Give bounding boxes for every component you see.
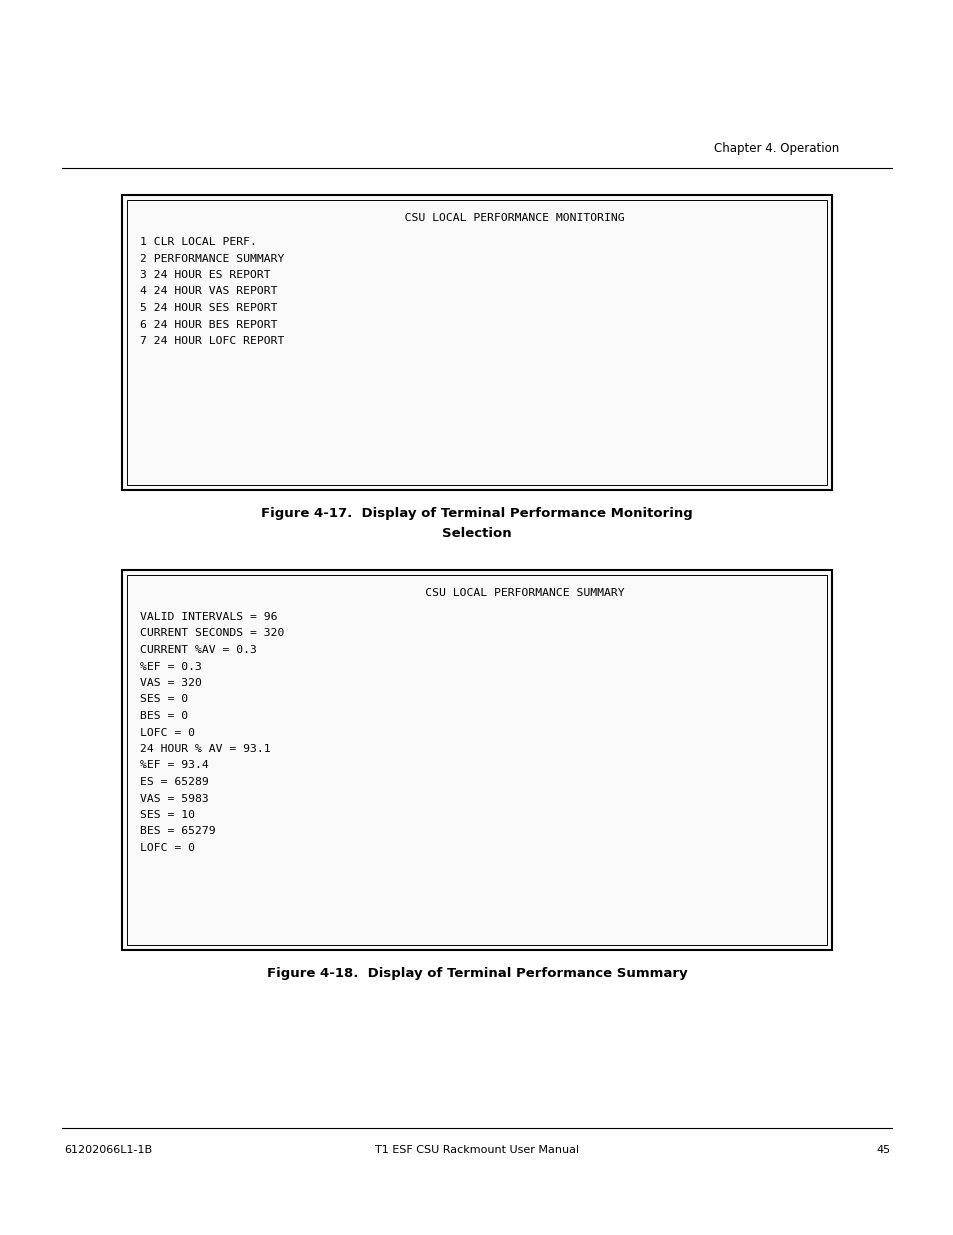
Text: VAS = 5983: VAS = 5983 (140, 794, 209, 804)
Text: 1 CLR LOCAL PERF.: 1 CLR LOCAL PERF. (140, 237, 256, 247)
Text: CSU LOCAL PERFORMANCE SUMMARY: CSU LOCAL PERFORMANCE SUMMARY (329, 588, 624, 598)
Text: Chapter 4. Operation: Chapter 4. Operation (714, 142, 839, 156)
Text: 2 PERFORMANCE SUMMARY: 2 PERFORMANCE SUMMARY (140, 253, 284, 263)
Text: 4 24 HOUR VAS REPORT: 4 24 HOUR VAS REPORT (140, 287, 277, 296)
Text: CURRENT SECONDS = 320: CURRENT SECONDS = 320 (140, 629, 284, 638)
Text: 6 24 HOUR BES REPORT: 6 24 HOUR BES REPORT (140, 320, 277, 330)
Text: CURRENT %AV = 0.3: CURRENT %AV = 0.3 (140, 645, 256, 655)
Text: 24 HOUR % AV = 93.1: 24 HOUR % AV = 93.1 (140, 743, 271, 755)
Text: Figure 4-18.  Display of Terminal Performance Summary: Figure 4-18. Display of Terminal Perform… (267, 967, 686, 981)
Text: LOFC = 0: LOFC = 0 (140, 844, 194, 853)
Text: %EF = 0.3: %EF = 0.3 (140, 662, 202, 672)
Text: LOFC = 0: LOFC = 0 (140, 727, 194, 737)
Text: VALID INTERVALS = 96: VALID INTERVALS = 96 (140, 613, 277, 622)
Text: BES = 0: BES = 0 (140, 711, 188, 721)
Bar (122, 195, 831, 490)
Bar (127, 200, 826, 485)
Text: CSU LOCAL PERFORMANCE MONITORING: CSU LOCAL PERFORMANCE MONITORING (329, 212, 624, 224)
Text: 3 24 HOUR ES REPORT: 3 24 HOUR ES REPORT (140, 270, 271, 280)
Text: ES = 65289: ES = 65289 (140, 777, 209, 787)
Text: 7 24 HOUR LOFC REPORT: 7 24 HOUR LOFC REPORT (140, 336, 284, 346)
Text: 5 24 HOUR SES REPORT: 5 24 HOUR SES REPORT (140, 303, 277, 312)
Text: VAS = 320: VAS = 320 (140, 678, 202, 688)
Text: Selection: Selection (442, 527, 511, 540)
Text: SES = 10: SES = 10 (140, 810, 194, 820)
Text: T1 ESF CSU Rackmount User Manual: T1 ESF CSU Rackmount User Manual (375, 1145, 578, 1155)
Text: 45: 45 (875, 1145, 889, 1155)
Text: BES = 65279: BES = 65279 (140, 826, 215, 836)
Bar (122, 571, 831, 950)
Text: %EF = 93.4: %EF = 93.4 (140, 761, 209, 771)
Text: Figure 4-17.  Display of Terminal Performance Monitoring: Figure 4-17. Display of Terminal Perform… (261, 508, 692, 520)
Text: SES = 0: SES = 0 (140, 694, 188, 704)
Text: 61202066L1-1B: 61202066L1-1B (64, 1145, 152, 1155)
Bar (127, 576, 826, 945)
